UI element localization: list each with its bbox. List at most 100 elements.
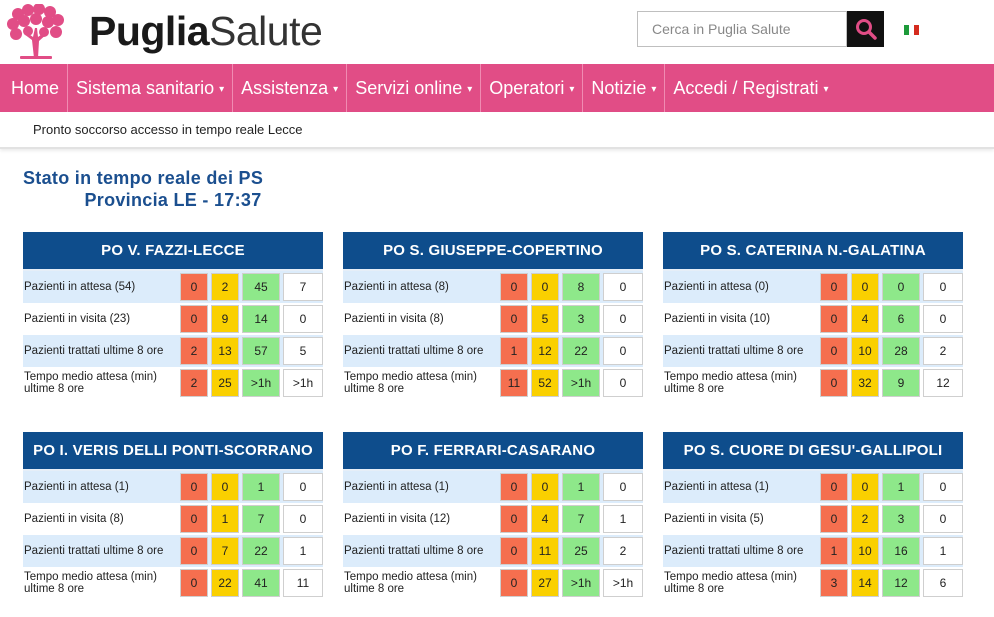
white-code-cell: >1h <box>283 369 323 397</box>
yellow-code-cell: 10 <box>851 537 879 565</box>
white-code-cell: 0 <box>283 305 323 333</box>
stat-row: Tempo medio attesa (min) ultime 8 ore 0 32… <box>663 367 963 399</box>
yellow-code-cell: 14 <box>851 569 879 597</box>
white-code-cell: 1 <box>603 505 643 533</box>
stat-row-label: Tempo medio attesa (min) ultime 8 ore <box>344 371 477 395</box>
nav-item-label: Home <box>11 77 60 98</box>
caret-down-icon: ▾ <box>467 83 473 95</box>
italian-flag-icon[interactable] <box>904 25 919 35</box>
yellow-code-cell: 0 <box>211 473 239 501</box>
green-code-cell: 7 <box>242 505 280 533</box>
nav-item-6[interactable]: Accedi / Registrati ▾ <box>665 64 836 112</box>
nav-item-4[interactable]: Operatori ▾ <box>481 64 584 112</box>
stat-row: Pazienti in visita (10) 0 4 6 0 <box>663 303 963 335</box>
page-title-line2: Provincia LE - 17:37 <box>84 190 262 210</box>
stat-cells: 0 22 41 11 <box>180 569 323 597</box>
green-code-cell: >1h <box>562 369 600 397</box>
hospital-card-title: PO I. VERIS DELLI PONTI-SCORRANO <box>23 432 323 471</box>
stat-row: Tempo medio attesa (min) ultime 8 ore 2 25… <box>23 367 323 399</box>
site-logo-text[interactable]: PugliaSalute <box>89 6 323 56</box>
nav-item-1[interactable]: Sistema sanitario ▾ <box>68 64 234 112</box>
stat-row: Pazienti in attesa (1) 0 0 1 0 <box>23 471 323 503</box>
logo-light-text: Salute <box>209 8 323 54</box>
logo-bold-text: Puglia <box>89 8 210 54</box>
stat-row: Tempo medio attesa (min) ultime 8 ore 0 27… <box>343 567 643 599</box>
yellow-code-cell: 12 <box>531 337 559 365</box>
search-button[interactable] <box>847 11 884 47</box>
white-code-cell: 1 <box>923 537 963 565</box>
stat-row: Pazienti in attesa (0) 0 0 0 0 <box>663 271 963 303</box>
stat-row-label: Tempo medio attesa (min) ultime 8 ore <box>24 371 157 395</box>
nav-item-5[interactable]: Notizie ▾ <box>583 64 666 112</box>
red-code-cell: 0 <box>820 305 848 333</box>
yellow-code-cell: 2 <box>211 273 239 301</box>
stat-cells: 2 13 57 5 <box>180 337 323 365</box>
red-code-cell: 11 <box>500 369 528 397</box>
nav-item-label: Servizi online <box>355 77 463 98</box>
green-code-cell: 41 <box>242 569 280 597</box>
breadcrumb-bar: Pronto soccorso accesso in tempo reale L… <box>0 112 994 149</box>
site-header: PugliaSalute <box>0 0 994 64</box>
green-code-cell: 16 <box>882 537 920 565</box>
stat-row-label: Pazienti trattati ultime 8 ore <box>344 345 484 357</box>
green-code-cell: 6 <box>882 305 920 333</box>
search-input[interactable] <box>637 11 847 47</box>
stat-cells: 0 2 45 7 <box>180 273 323 301</box>
red-code-cell: 0 <box>500 273 528 301</box>
search-icon <box>855 19 877 40</box>
yellow-code-cell: 9 <box>211 305 239 333</box>
yellow-code-cell: 0 <box>531 473 559 501</box>
nav-item-3[interactable]: Servizi online ▾ <box>347 64 482 112</box>
hospital-card-title: PO S. GIUSEPPE-COPERTINO <box>343 232 643 271</box>
stat-row: Tempo medio attesa (min) ultime 8 ore 3 14… <box>663 567 963 599</box>
page-title-line1: Stato in tempo reale dei PS <box>23 168 264 188</box>
green-code-cell: 14 <box>242 305 280 333</box>
white-code-cell: 0 <box>603 369 643 397</box>
page-title: Stato in tempo reale dei PS Provincia LE… <box>23 167 323 211</box>
caret-down-icon: ▾ <box>333 83 339 95</box>
stat-row: Pazienti in attesa (54) 0 2 45 7 <box>23 271 323 303</box>
red-code-cell: 0 <box>180 537 208 565</box>
yellow-code-cell: 1 <box>211 505 239 533</box>
white-code-cell: 7 <box>283 273 323 301</box>
white-code-cell: >1h <box>603 569 643 597</box>
green-code-cell: 25 <box>562 537 600 565</box>
nav-item-label: Notizie <box>591 77 647 98</box>
stat-row-label: Pazienti in visita (12) <box>344 513 451 525</box>
stat-row: Pazienti in visita (5) 0 2 3 0 <box>663 503 963 535</box>
stat-row: Pazienti trattati ultime 8 ore 0 11 25 2 <box>343 535 643 567</box>
stat-row-label: Pazienti in attesa (8) <box>344 281 449 293</box>
red-code-cell: 2 <box>180 337 208 365</box>
stat-row-label: Pazienti in attesa (1) <box>344 481 449 493</box>
nav-item-label: Sistema sanitario <box>76 77 215 98</box>
white-code-cell: 0 <box>283 473 323 501</box>
red-code-cell: 2 <box>180 369 208 397</box>
yellow-code-cell: 4 <box>851 305 879 333</box>
red-code-cell: 0 <box>180 305 208 333</box>
yellow-code-cell: 2 <box>851 505 879 533</box>
hospital-card-title: PO F. FERRARI-CASARANO <box>343 432 643 471</box>
stat-row-label: Pazienti in attesa (1) <box>24 481 129 493</box>
stat-row: Pazienti in attesa (1) 0 0 1 0 <box>663 471 963 503</box>
nav-item-2[interactable]: Assistenza ▾ <box>233 64 348 112</box>
puglia-salute-tree-logo-icon[interactable] <box>6 4 66 60</box>
stat-row-label: Pazienti in visita (10) <box>664 313 771 325</box>
stat-row: Pazienti in attesa (8) 0 0 8 0 <box>343 271 643 303</box>
stat-cells: 0 11 25 2 <box>500 537 643 565</box>
stat-row-label: Pazienti in attesa (0) <box>664 281 769 293</box>
green-code-cell: 1 <box>242 473 280 501</box>
caret-down-icon: ▾ <box>651 83 657 95</box>
green-code-cell: 12 <box>882 569 920 597</box>
stat-row: Pazienti in visita (12) 0 4 7 1 <box>343 503 643 535</box>
white-code-cell: 0 <box>923 505 963 533</box>
white-code-cell: 12 <box>923 369 963 397</box>
nav-item-label: Operatori <box>489 77 565 98</box>
yellow-code-cell: 0 <box>531 273 559 301</box>
nav-item-0[interactable]: Home <box>0 64 69 112</box>
